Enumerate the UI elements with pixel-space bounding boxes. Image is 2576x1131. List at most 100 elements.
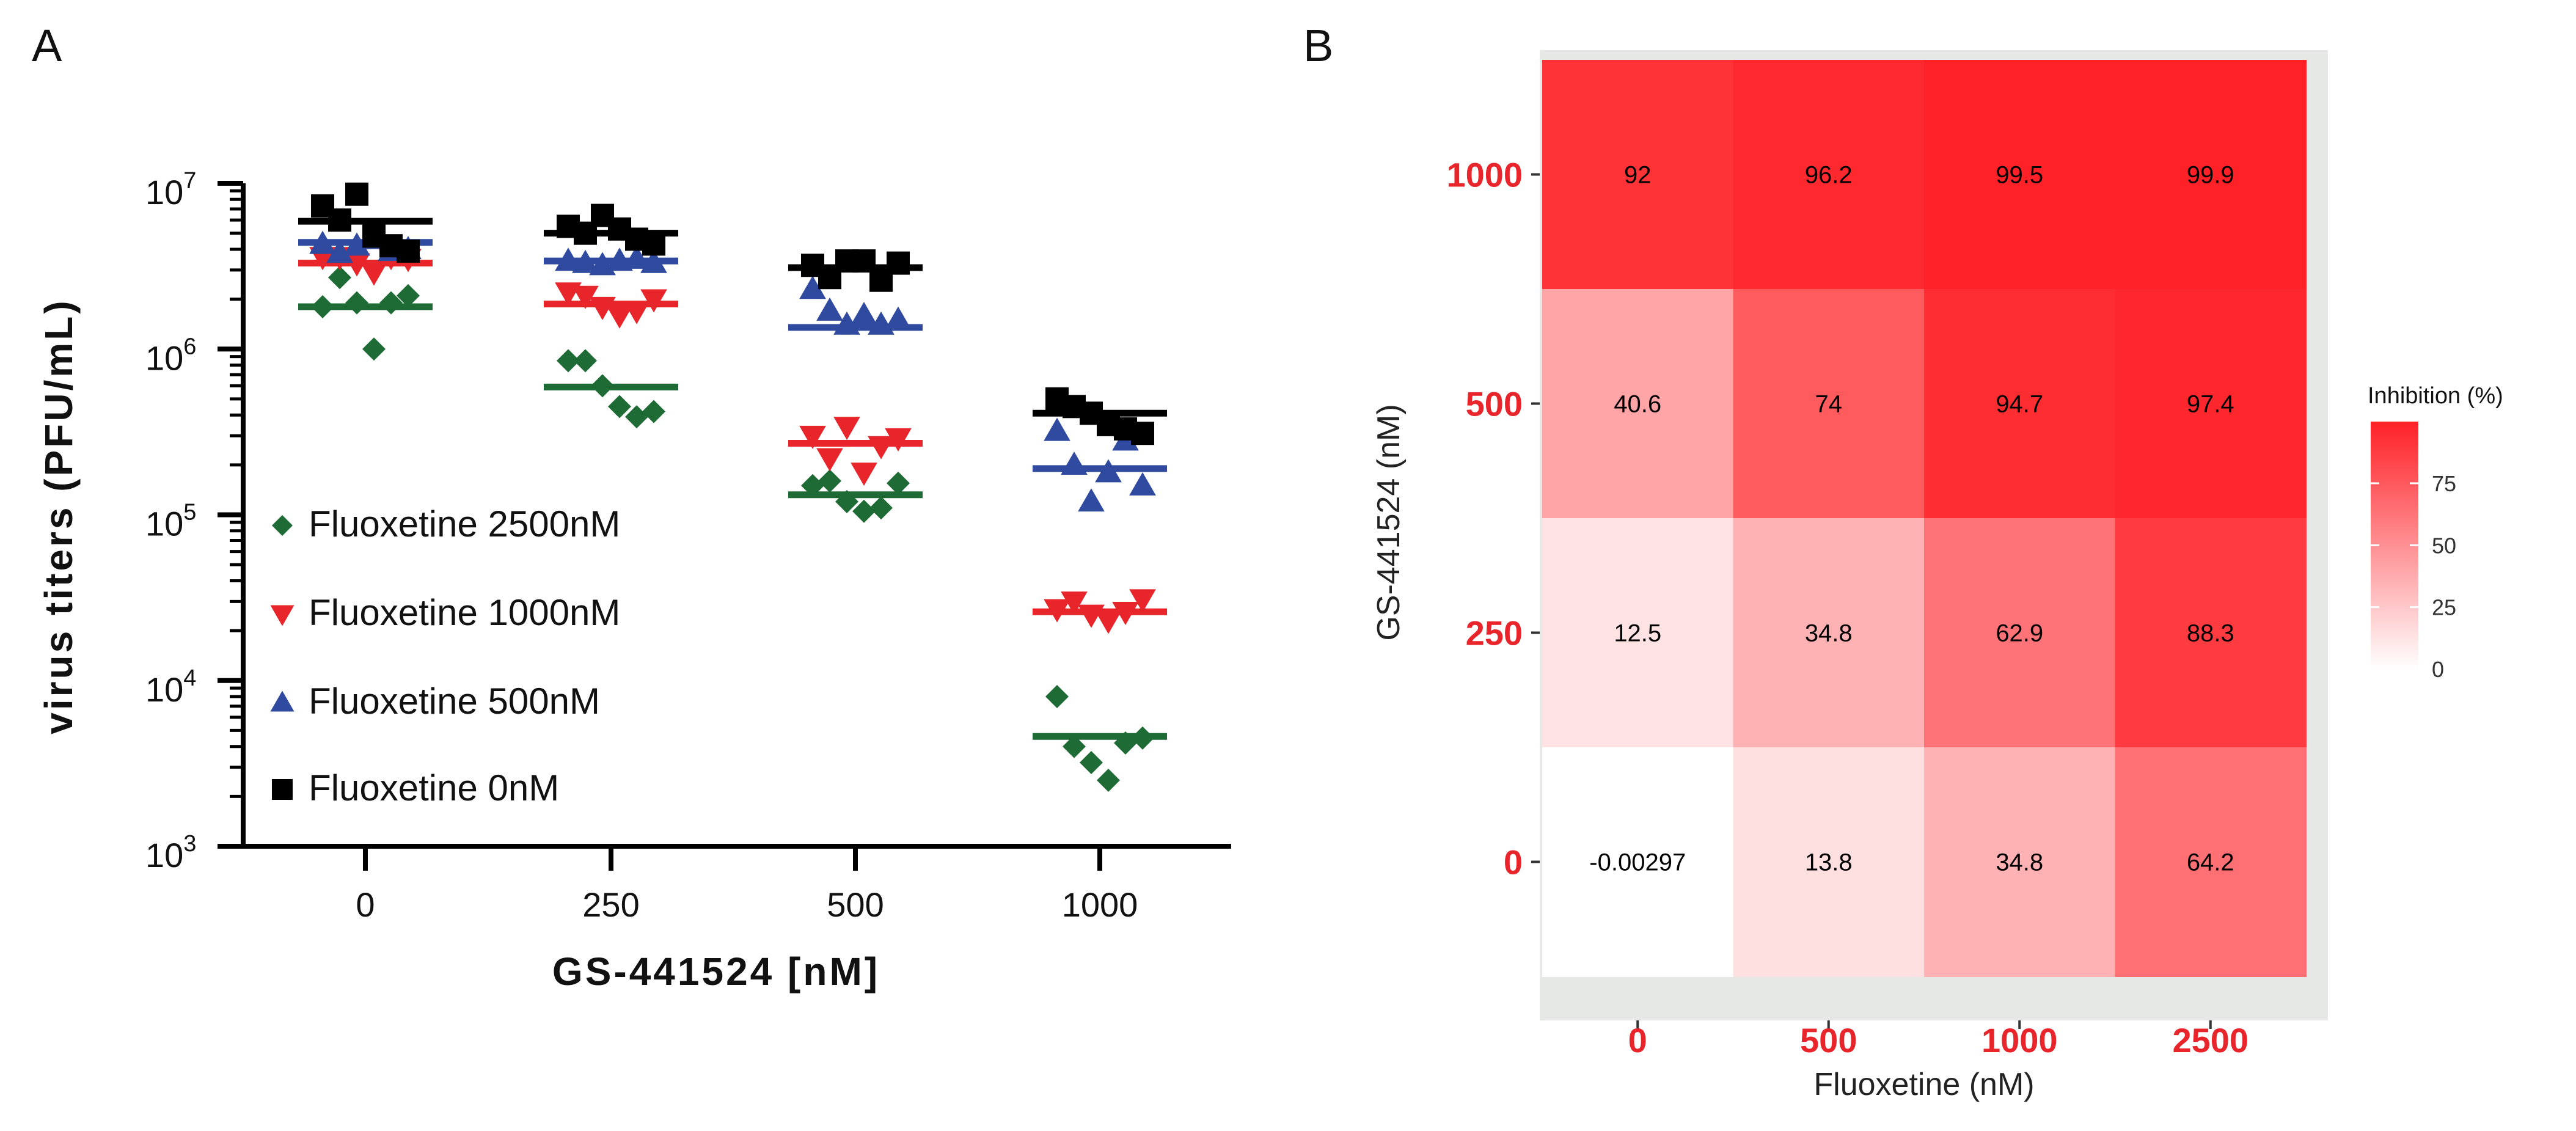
colorbar-tick-label: 25 [2432,595,2456,620]
data-point-fluoxetine-2500nm [1045,685,1069,709]
data-point-fluoxetine-500nm [851,302,877,326]
heatmap-y-tick-label: 0 [1504,843,1523,882]
panel-a-data-marks [298,182,1167,792]
data-point-fluoxetine-1000nm [360,262,387,286]
legend-entry-fluoxetine-500nm: Fluoxetine 500nM [309,681,600,722]
heatmap-x-tick-label: 500 [1800,1021,1857,1060]
colorbar-tick-label: 75 [2432,471,2456,496]
heatmap-cell [2115,747,2307,977]
data-point-fluoxetine-2500nm [397,284,420,307]
data-point-fluoxetine-2500nm [328,266,351,290]
panel-b-colorbar: Inhibition (%) 0 25 50 75 [2368,383,2503,682]
data-point-fluoxetine-2500nm [642,400,665,423]
y-tick-label: 106 [145,334,196,377]
heatmap-y-tick-label: 1000 [1446,156,1523,194]
heatmap-cell-value: 40.6 [1614,391,1661,418]
heatmap-cell [1924,518,2116,748]
heatmap-cell [1733,289,1925,519]
data-point-fluoxetine-0nm [397,239,420,263]
panel-a-legend: Fluoxetine 2500nM Fluoxetine 1000nM Fluoxe… [270,503,620,808]
heatmap-cell-value: 62.9 [1996,620,2043,647]
heatmap-x-tick-label: 2500 [2172,1021,2249,1060]
data-point-fluoxetine-500nm [816,297,843,321]
panel-b-x-axis-label: Fluoxetine (nM) [1813,1067,2034,1102]
panel-a-x-ticks: 0 250 500 1000 [356,846,1138,924]
heatmap-cell-value: 99.5 [1996,162,2043,189]
data-point-fluoxetine-2500nm [1080,750,1103,774]
heatmap-cell-value: 74 [1815,391,1843,418]
x-tick-label: 1000 [1062,885,1138,924]
panel-a-x-axis-label: GS-441524 [nM] [552,950,880,994]
panel-a-label: A [32,20,62,71]
data-point-fluoxetine-500nm [1078,488,1105,512]
data-point-fluoxetine-500nm [326,240,353,263]
heatmap-cell [1542,60,1734,290]
heatmap-cell [1733,518,1925,748]
panel-b-heatmap-cells: 92 96.2 99.5 99.9 40.6 74 94.7 97.4 12.5 34.8 62.9… [1542,60,2307,977]
heatmap-y-tick-label: 250 [1466,614,1523,653]
data-point-fluoxetine-0nm [345,182,368,206]
heatmap-cell [1924,60,2116,290]
panel-b-label: B [1303,20,1333,71]
legend-entry-fluoxetine-0nm: Fluoxetine 0nM [309,767,559,808]
data-point-fluoxetine-2500nm [1063,734,1086,758]
x-tick-label: 0 [356,885,375,924]
data-point-fluoxetine-0nm [1131,422,1154,445]
y-tick-label: 103 [145,831,196,874]
data-point-fluoxetine-1000nm [1129,589,1156,613]
legend-marker-fluoxetine-0nm [272,779,293,800]
panel-a-scatter-chart: A virus titers (PFU/mL) GS-441524 [nM] 1… [32,20,1231,994]
data-point-fluoxetine-2500nm [852,499,876,523]
heatmap-cell-value: 99.9 [2187,162,2234,189]
heatmap-cell-value: 64.2 [2187,849,2234,876]
heatmap-cell [2115,518,2307,748]
y-tick-label: 107 [145,168,196,211]
heatmap-cell [1542,289,1734,519]
data-point-fluoxetine-2500nm [801,474,824,497]
heatmap-cell-value: 12.5 [1614,620,1661,647]
data-point-fluoxetine-1000nm [799,425,826,449]
legend-marker-fluoxetine-500nm [270,690,295,712]
heatmap-cell-value: 92 [1624,162,1652,189]
heatmap-x-tick-label: 1000 [1981,1021,2058,1060]
heatmap-cell [1542,518,1734,748]
colorbar-tick-label: 0 [2432,657,2444,682]
heatmap-cell [1733,747,1925,977]
data-point-fluoxetine-2500nm [574,349,597,373]
data-point-fluoxetine-1000nm [885,428,912,452]
heatmap-cell-value: 13.8 [1805,849,1853,876]
heatmap-cell [2115,289,2307,519]
data-point-fluoxetine-1000nm [816,448,843,472]
legend-entry-fluoxetine-2500nm: Fluoxetine 2500nM [309,503,620,544]
data-point-fluoxetine-2500nm [557,349,580,373]
heatmap-cell [1924,289,2116,519]
panel-a-y-ticks: 103 104 105 106 107 [145,168,243,874]
data-point-fluoxetine-2500nm [818,469,841,493]
data-point-fluoxetine-2500nm [887,471,910,495]
heatmap-cell [1924,747,2116,977]
panel-b-y-axis-label: GS-441524 (nM) [1371,404,1407,640]
data-point-fluoxetine-1000nm [1061,591,1088,615]
heatmap-cell [2115,60,2307,290]
data-point-fluoxetine-500nm [1044,417,1070,441]
panel-b-heatmap: B 92 96.2 99.5 99.9 40.6 74 94.7 97.4 12.5 34.8 62… [1303,20,2503,1102]
heatmap-cell [1733,60,1925,290]
data-point-fluoxetine-2500nm [1097,769,1120,792]
data-point-fluoxetine-0nm [887,251,910,275]
y-tick-label: 105 [145,500,196,543]
x-tick-label: 250 [582,885,639,924]
legend-marker-fluoxetine-1000nm [270,605,295,626]
data-point-fluoxetine-1000nm [572,285,599,309]
legend-marker-fluoxetine-2500nm [272,515,293,536]
data-point-fluoxetine-2500nm [869,496,893,520]
data-point-fluoxetine-2500nm [608,395,631,419]
heatmap-cell [1542,747,1734,977]
data-point-fluoxetine-1000nm [1095,610,1122,634]
legend-entry-fluoxetine-1000nm: Fluoxetine 1000nM [309,592,620,633]
data-point-fluoxetine-500nm [1129,472,1156,496]
heatmap-y-tick-label: 500 [1466,385,1523,423]
data-point-fluoxetine-2500nm [625,405,648,429]
data-point-fluoxetine-1000nm [851,463,877,486]
